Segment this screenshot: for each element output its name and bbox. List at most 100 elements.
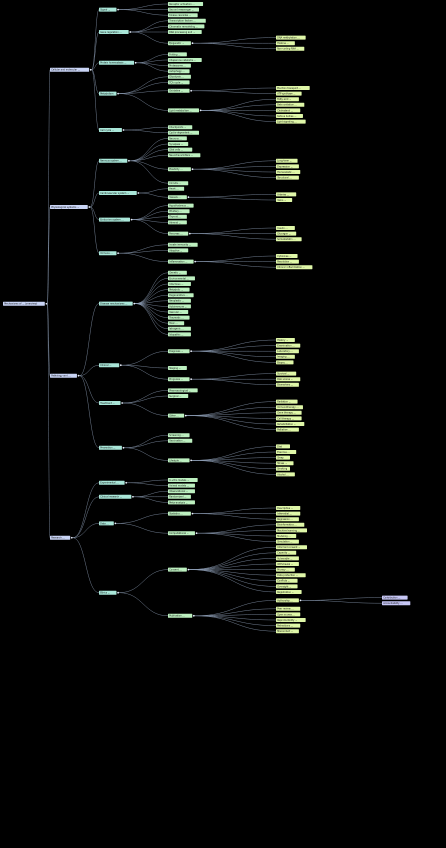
- node-pituitary[interactable]: Pituitary ...: [168, 209, 190, 214]
- node-prevention[interactable]: Prevention ...: [99, 445, 122, 450]
- node-cell-therapy[interactable]: Cell therapy ...: [276, 416, 302, 421]
- node-imaging[interactable]: Imaging ...: [276, 354, 295, 359]
- node-glucagon[interactable]: Glucagon ...: [276, 231, 297, 236]
- node-data[interactable]: Data ...: [99, 521, 114, 526]
- node-structural[interactable]: Structural ...: [276, 175, 299, 180]
- node-chaperone-networks[interactable]: Chaperone networks ...: [168, 58, 202, 62]
- node-ethics[interactable]: Ethics ...: [99, 590, 117, 595]
- node-diagnosis[interactable]: Diagnosis ...: [168, 349, 190, 354]
- node-data-protection[interactable]: Data protection ...: [276, 573, 306, 578]
- expand-dot-icon[interactable]: [89, 68, 92, 71]
- node-cardiovascular-system[interactable]: Cardiovascular system ...: [99, 191, 137, 195]
- expand-dot-icon[interactable]: [299, 599, 302, 602]
- node-somatostatin[interactable]: Somatostatin ...: [276, 237, 302, 242]
- node-adaptive[interactable]: Adaptive ...: [168, 248, 189, 253]
- node-laboratory[interactable]: Laboratory ...: [276, 349, 299, 354]
- expand-dot-icon[interactable]: [137, 192, 140, 194]
- node-heart[interactable]: Heart ...: [168, 186, 185, 191]
- node-biomarkers[interactable]: Biomarkers ...: [276, 382, 299, 387]
- node-protein-homeostasis[interactable]: Protein homeostasis ...: [99, 60, 135, 65]
- node-contribution[interactable]: Contribution ...: [382, 595, 408, 600]
- node-observational[interactable]: Observational ...: [168, 489, 195, 494]
- node-descriptive[interactable]: Descriptive ...: [276, 506, 301, 510]
- node-long-term[interactable]: Long-term ...: [276, 158, 298, 163]
- node-vaccination[interactable]: Vaccination ...: [168, 438, 193, 443]
- node-dna-methylation[interactable]: DNA methylation ...: [276, 35, 306, 40]
- node-staging[interactable]: Staging ...: [168, 366, 187, 370]
- node-insulin[interactable]: Insulin ...: [276, 226, 295, 230]
- node-clinical[interactable]: Clinical ...: [99, 363, 120, 368]
- node-screening[interactable]: Screening ...: [168, 433, 190, 438]
- expand-dot-icon[interactable]: [129, 31, 132, 33]
- expand-dot-icon[interactable]: [117, 92, 119, 95]
- node-hypothalamus[interactable]: Hypothalamus ...: [168, 203, 194, 208]
- node-signal[interactable]: Signal ...: [99, 7, 117, 12]
- expand-dot-icon[interactable]: [122, 129, 125, 131]
- expand-dot-icon[interactable]: [70, 536, 73, 539]
- expand-dot-icon[interactable]: [190, 378, 193, 381]
- node-smoking[interactable]: Smoking: [276, 466, 290, 471]
- expand-dot-icon[interactable]: [195, 532, 198, 535]
- expand-dot-icon[interactable]: [190, 350, 193, 353]
- node-lipid-signaling[interactable]: Lipid signaling ...: [276, 119, 306, 124]
- node-fatty-acid[interactable]: Fatty acid ...: [276, 97, 299, 102]
- node-prognosis[interactable]: Prognosis ...: [168, 377, 190, 382]
- node-reproducibility[interactable]: Reproducibility ...: [276, 618, 306, 622]
- node-oversight[interactable]: Oversight ...: [276, 584, 298, 589]
- node-inferential[interactable]: Inferential ...: [276, 511, 301, 516]
- expand-dot-icon[interactable]: [77, 374, 80, 377]
- node-withdrawal[interactable]: Withdrawal ...: [276, 562, 299, 566]
- node-open-access[interactable]: Open access ...: [276, 612, 301, 617]
- node-misconduct[interactable]: Misconduct ...: [276, 629, 299, 634]
- node-history[interactable]: History ...: [276, 338, 295, 342]
- node-lifestyle[interactable]: Lifestyle ...: [168, 458, 190, 463]
- node-histone[interactable]: Histone ...: [276, 41, 295, 46]
- node-surgical[interactable]: Surgical ...: [168, 394, 189, 398]
- expand-dot-icon[interactable]: [192, 614, 195, 617]
- node-environmental[interactable]: Environmental ...: [168, 276, 195, 281]
- node-toxic[interactable]: Toxic ...: [168, 321, 185, 326]
- node-glial-cells[interactable]: Glial cells ...: [168, 147, 193, 152]
- node-consent[interactable]: Consent ...: [168, 567, 187, 572]
- node-nervous-system[interactable]: Nervous system ...: [99, 158, 128, 163]
- expand-dot-icon[interactable]: [190, 89, 193, 92]
- node-stress[interactable]: Stress ...: [276, 461, 294, 466]
- expand-dot-icon[interactable]: [122, 446, 125, 449]
- node-alcohol[interactable]: Alcohol ...: [276, 472, 295, 477]
- node-publication[interactable]: Publication ...: [168, 613, 193, 618]
- node-experimental[interactable]: Experimental ...: [99, 480, 125, 485]
- node-depression[interactable]: Depression ...: [276, 164, 299, 169]
- node-metabolism[interactable]: Metabolism: [99, 91, 117, 96]
- node-treatment[interactable]: Treatment ...: [99, 401, 121, 405]
- node-cholesterol[interactable]: Cholesterol ...: [276, 108, 301, 113]
- root-node[interactable]: Mechanisms of ... (overview): [3, 301, 45, 306]
- node-receptor-activation[interactable]: Receptor activation ...: [168, 2, 204, 6]
- node-pathology-and[interactable]: Pathology and ...: [50, 373, 77, 378]
- node-sleep[interactable]: Sleep: [276, 455, 290, 460]
- node-examination[interactable]: Examination ...: [276, 343, 301, 348]
- expand-dot-icon[interactable]: [191, 512, 194, 515]
- node-plasticity[interactable]: Plasticity ...: [168, 167, 191, 172]
- node-randomized[interactable]: Randomized ...: [168, 494, 191, 499]
- node-non-coding-rna[interactable]: Non-coding RNA ...: [276, 46, 305, 51]
- node-beta-oxidation[interactable]: Beta oxidation ...: [276, 102, 305, 107]
- node-neoplastic[interactable]: Neoplastic ...: [168, 298, 191, 303]
- expand-dot-icon[interactable]: [190, 459, 193, 462]
- node-cytokines[interactable]: Cytokines ...: [276, 254, 298, 258]
- expand-dot-icon[interactable]: [45, 302, 48, 305]
- node-gene-regulation[interactable]: Gene regulation ...: [99, 30, 129, 34]
- node-privacy[interactable]: Privacy ...: [276, 567, 295, 572]
- node-idiopathic[interactable]: Idiopathic ...: [168, 332, 191, 337]
- node-radiation[interactable]: Radiation ...: [276, 399, 298, 404]
- node-synapses[interactable]: Synapses ...: [168, 142, 189, 146]
- expand-dot-icon[interactable]: [191, 42, 194, 45]
- node-palliative[interactable]: Palliative ...: [276, 427, 299, 432]
- node-conflicts[interactable]: Conflicts ...: [276, 578, 298, 583]
- node-computational[interactable]: Computational ...: [168, 531, 195, 536]
- expand-dot-icon[interactable]: [132, 495, 134, 498]
- node-exercise[interactable]: Exercise ...: [276, 450, 297, 454]
- node-atp-synthase[interactable]: ATP synthase ...: [276, 91, 302, 96]
- node-vulnerable[interactable]: Vulnerable ...: [276, 556, 299, 561]
- node-homeostatic[interactable]: Homeostatic ...: [276, 170, 301, 174]
- node-physiological-systems[interactable]: Physiological systems ...: [50, 205, 88, 209]
